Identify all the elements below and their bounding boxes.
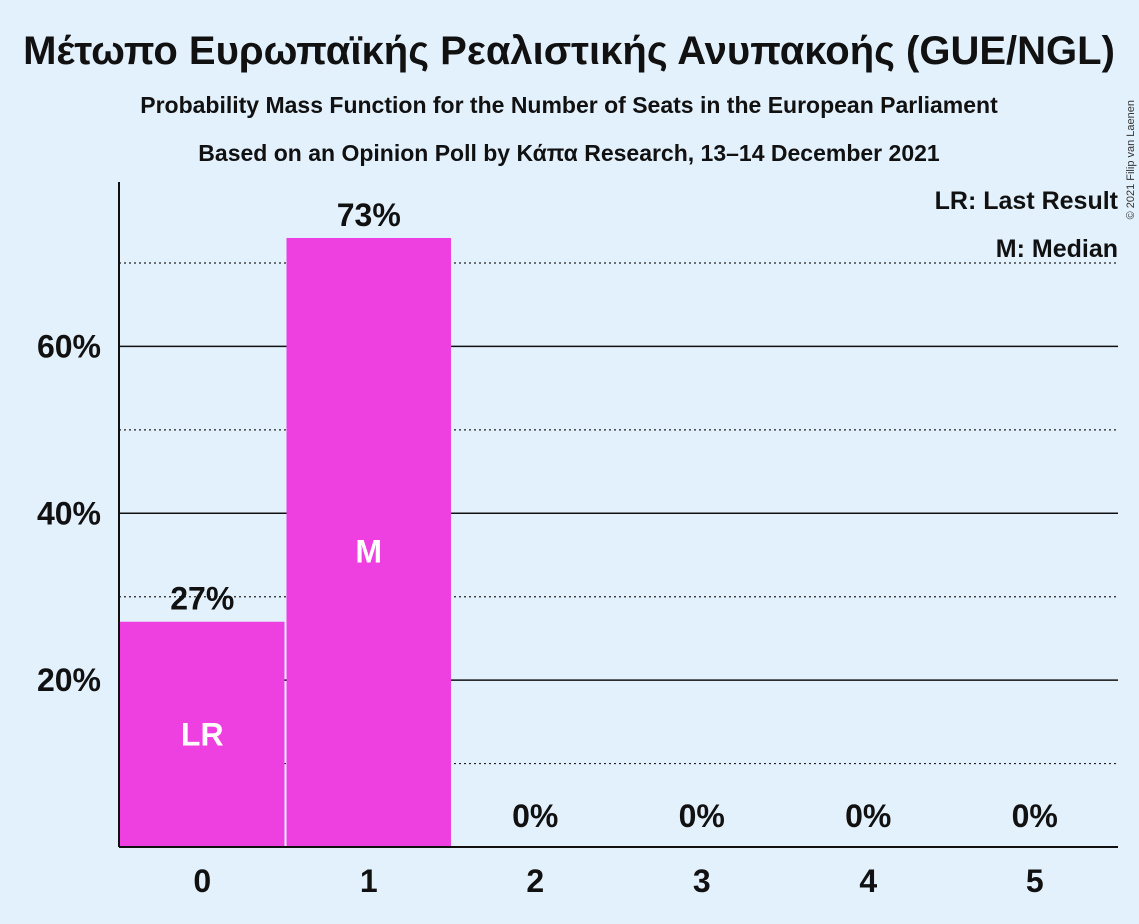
x-tick-label: 2 — [526, 863, 544, 899]
y-tick-label: 60% — [37, 328, 101, 364]
x-tick-label: 4 — [859, 863, 877, 899]
chart-source-line: Based on an Opinion Poll by Κάπα Researc… — [198, 140, 940, 166]
bar-marker-lr: LR — [181, 717, 224, 753]
bar-marker-m: M — [355, 533, 382, 569]
legend-entry: M: Median — [996, 235, 1118, 263]
value-label-5: 0% — [1012, 798, 1058, 834]
axes: 20% 40% 60% 0 1 2 3 4 5 — [37, 182, 1118, 899]
x-tick-label: 3 — [693, 863, 711, 899]
value-label-1: 73% — [337, 197, 401, 233]
copyright-notice: © 2021 Filip van Laenen — [1125, 100, 1137, 219]
value-label-3: 0% — [679, 798, 725, 834]
x-tick-label: 0 — [193, 863, 211, 899]
data-labels: 27% LR 73% M 0% 0% 0% 0% — [170, 197, 1058, 834]
value-label-4: 0% — [845, 798, 891, 834]
y-tick-label: 20% — [37, 662, 101, 698]
bars — [120, 237, 451, 847]
y-tick-label: 40% — [37, 495, 101, 531]
legend: LR: Last Result M: Median — [935, 187, 1119, 263]
value-label-2: 0% — [512, 798, 558, 834]
legend-entry: LR: Last Result — [935, 187, 1119, 215]
chart-subtitle: Probability Mass Function for the Number… — [140, 92, 998, 118]
x-tick-label: 1 — [360, 863, 378, 899]
x-tick-label: 5 — [1026, 863, 1044, 899]
bar-1 — [286, 237, 451, 847]
bar-0 — [120, 621, 285, 847]
value-label-0: 27% — [170, 581, 234, 617]
gridlines — [119, 262, 1118, 765]
chart-title: Μέτωπο Ευρωπαϊκής Ρεαλιστικής Ανυπακοής … — [23, 29, 1115, 73]
